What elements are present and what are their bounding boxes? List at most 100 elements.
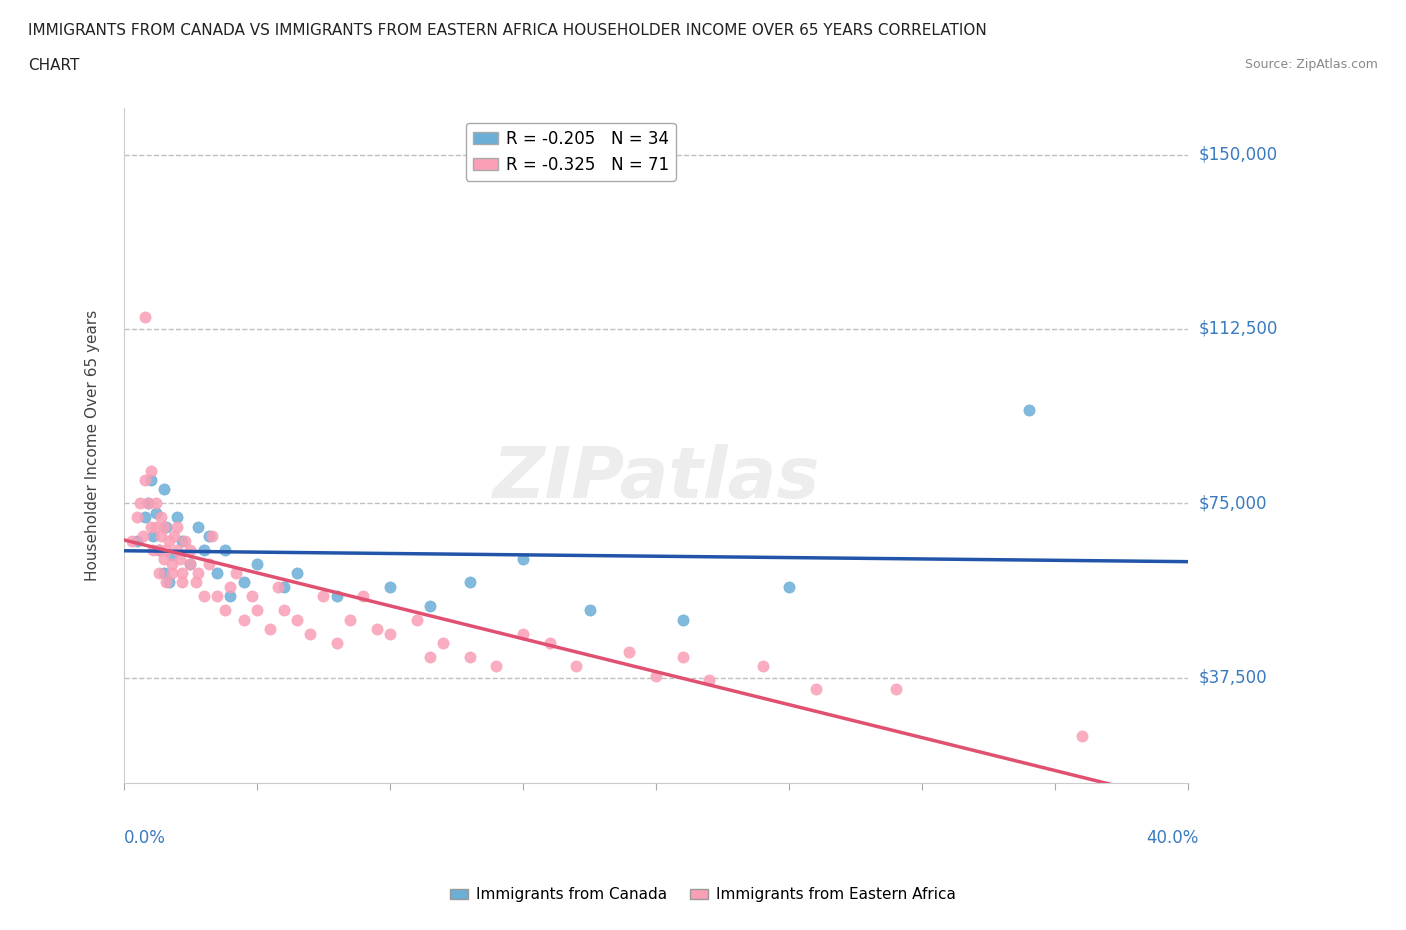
- Point: [804, 682, 827, 697]
- Point: [174, 533, 197, 548]
- Point: [232, 575, 254, 590]
- Point: [273, 579, 295, 594]
- Point: [153, 519, 176, 534]
- Point: [136, 496, 159, 511]
- Point: [751, 658, 773, 673]
- Point: [225, 565, 247, 580]
- Point: [778, 579, 800, 594]
- Point: [172, 575, 194, 590]
- Point: [148, 565, 170, 580]
- Point: [339, 612, 361, 627]
- Point: [432, 635, 454, 650]
- Point: [419, 649, 441, 664]
- Point: [352, 589, 374, 604]
- Point: [378, 626, 401, 641]
- Point: [299, 626, 322, 641]
- Point: [458, 575, 481, 590]
- Text: $150,000: $150,000: [1199, 145, 1278, 164]
- Point: [198, 556, 221, 571]
- Point: [142, 528, 165, 543]
- Point: [326, 635, 349, 650]
- Point: [419, 598, 441, 613]
- Point: [150, 510, 173, 525]
- Point: [179, 556, 201, 571]
- Point: [201, 528, 224, 543]
- Point: [232, 612, 254, 627]
- Text: $75,000: $75,000: [1199, 495, 1267, 512]
- Point: [153, 551, 176, 566]
- Point: [184, 575, 207, 590]
- Point: [148, 542, 170, 557]
- Point: [134, 310, 156, 325]
- Point: [259, 621, 281, 636]
- Point: [285, 565, 308, 580]
- Point: [205, 565, 228, 580]
- Point: [405, 612, 427, 627]
- Point: [150, 528, 173, 543]
- Point: [166, 510, 188, 525]
- Point: [246, 603, 269, 618]
- Point: [157, 575, 180, 590]
- Point: [172, 565, 194, 580]
- Text: ZIPatlas: ZIPatlas: [492, 445, 820, 513]
- Point: [134, 472, 156, 487]
- Point: [458, 649, 481, 664]
- Point: [366, 621, 388, 636]
- Point: [127, 533, 149, 548]
- Point: [485, 658, 508, 673]
- Point: [672, 612, 695, 627]
- Point: [153, 482, 176, 497]
- Point: [160, 556, 183, 571]
- Point: [145, 505, 167, 520]
- Point: [131, 528, 153, 543]
- Point: [246, 556, 269, 571]
- Point: [1070, 728, 1092, 743]
- Point: [187, 565, 209, 580]
- Point: [219, 589, 242, 604]
- Point: [166, 542, 188, 557]
- Point: [160, 547, 183, 562]
- Point: [160, 565, 183, 580]
- Point: [127, 510, 149, 525]
- Text: 0.0%: 0.0%: [124, 829, 166, 847]
- Text: $37,500: $37,500: [1199, 669, 1268, 687]
- Point: [153, 565, 176, 580]
- Point: [148, 542, 170, 557]
- Point: [155, 542, 177, 557]
- Legend: Immigrants from Canada, Immigrants from Eastern Africa: Immigrants from Canada, Immigrants from …: [444, 882, 962, 909]
- Legend: R = -0.205   N = 34, R = -0.325   N = 71: R = -0.205 N = 34, R = -0.325 N = 71: [465, 123, 676, 180]
- Point: [578, 603, 600, 618]
- Point: [155, 519, 177, 534]
- Point: [538, 635, 561, 650]
- Point: [128, 496, 150, 511]
- Text: IMMIGRANTS FROM CANADA VS IMMIGRANTS FROM EASTERN AFRICA HOUSEHOLDER INCOME OVER: IMMIGRANTS FROM CANADA VS IMMIGRANTS FRO…: [28, 23, 987, 38]
- Point: [142, 542, 165, 557]
- Point: [326, 589, 349, 604]
- Point: [139, 463, 162, 478]
- Point: [145, 496, 167, 511]
- Point: [169, 551, 191, 566]
- Point: [884, 682, 907, 697]
- Point: [121, 533, 143, 548]
- Point: [179, 542, 201, 557]
- Point: [134, 510, 156, 525]
- Point: [214, 542, 236, 557]
- Point: [193, 542, 215, 557]
- Point: [240, 589, 263, 604]
- Text: 40.0%: 40.0%: [1146, 829, 1199, 847]
- Point: [163, 528, 186, 543]
- Point: [285, 612, 308, 627]
- Point: [145, 519, 167, 534]
- Point: [214, 603, 236, 618]
- Point: [697, 672, 720, 687]
- Point: [155, 575, 177, 590]
- Point: [136, 496, 159, 511]
- Point: [139, 472, 162, 487]
- Point: [512, 551, 534, 566]
- Point: [187, 519, 209, 534]
- Point: [565, 658, 588, 673]
- Point: [312, 589, 335, 604]
- Point: [193, 589, 215, 604]
- Point: [1018, 403, 1040, 418]
- Point: [672, 649, 695, 664]
